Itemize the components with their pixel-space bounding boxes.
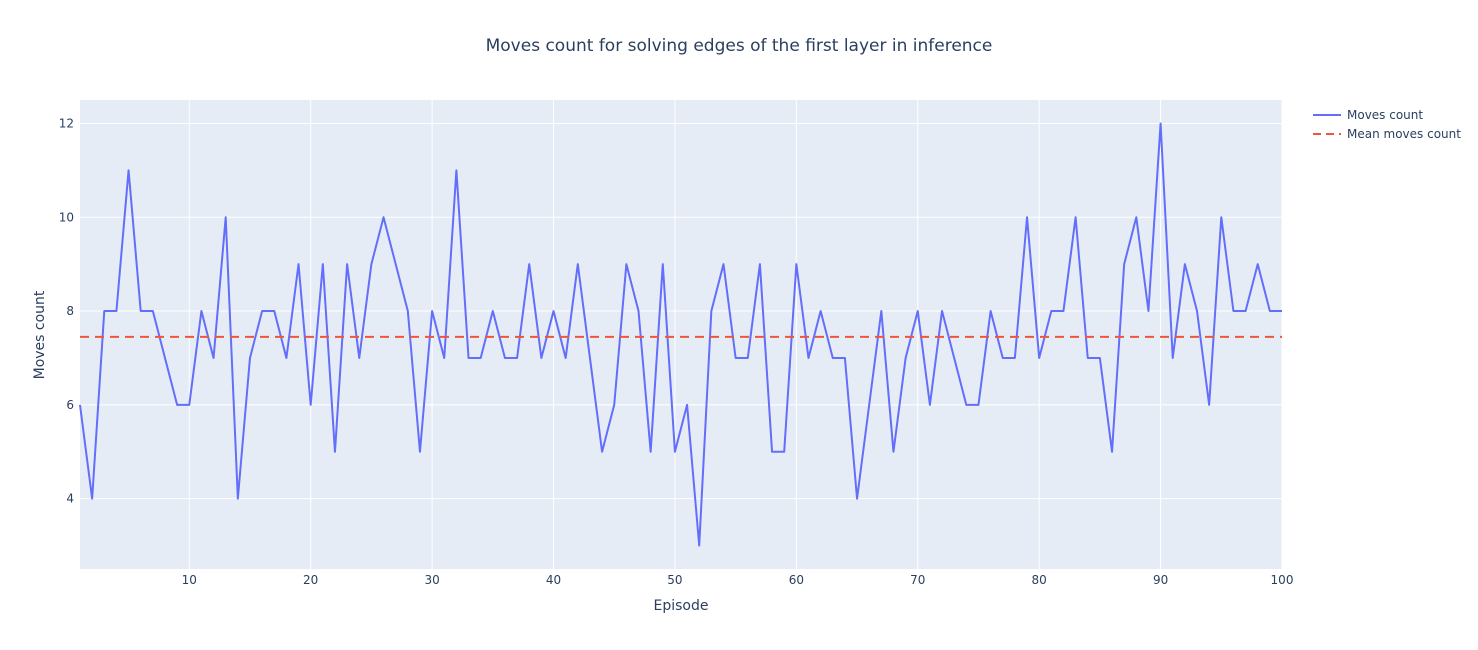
series-line-0: [79, 122, 1282, 547]
x-tick-label: 70: [910, 573, 925, 587]
x-tick-label: 30: [424, 573, 439, 587]
x-tick-labels: 10 20 30 40 50 60 70 80 90 100: [182, 573, 1294, 587]
x-tick-label: 90: [1153, 573, 1168, 587]
chart-title: Moves count for solving edges of the fir…: [486, 36, 993, 56]
grid-lines: [80, 100, 1283, 569]
y-tick-label: 10: [59, 210, 74, 224]
legend: Moves count Mean moves count: [1313, 108, 1461, 141]
legend-label-moves-count: Moves count: [1347, 108, 1423, 122]
legend-item-moves-count[interactable]: Moves count: [1313, 108, 1423, 122]
y-tick-label: 8: [66, 304, 74, 318]
y-tick-label: 12: [59, 116, 74, 130]
x-tick-label: 100: [1271, 573, 1294, 587]
x-tick-label: 50: [667, 573, 682, 587]
x-tick-label: 10: [182, 573, 197, 587]
x-tick-label: 40: [546, 573, 561, 587]
legend-item-mean-moves-count[interactable]: Mean moves count: [1313, 127, 1461, 141]
y-axis-title: Moves count: [32, 290, 48, 379]
x-axis-title: Episode: [654, 598, 709, 614]
y-tick-label: 6: [66, 398, 74, 412]
y-tick-labels: 4 6 8 10 12: [59, 116, 74, 505]
series-layer: [79, 122, 1282, 547]
x-tick-label: 60: [789, 573, 804, 587]
x-tick-label: 80: [1032, 573, 1047, 587]
y-tick-label: 4: [66, 492, 74, 506]
legend-label-mean-moves-count: Mean moves count: [1347, 127, 1461, 141]
x-tick-label: 20: [303, 573, 318, 587]
